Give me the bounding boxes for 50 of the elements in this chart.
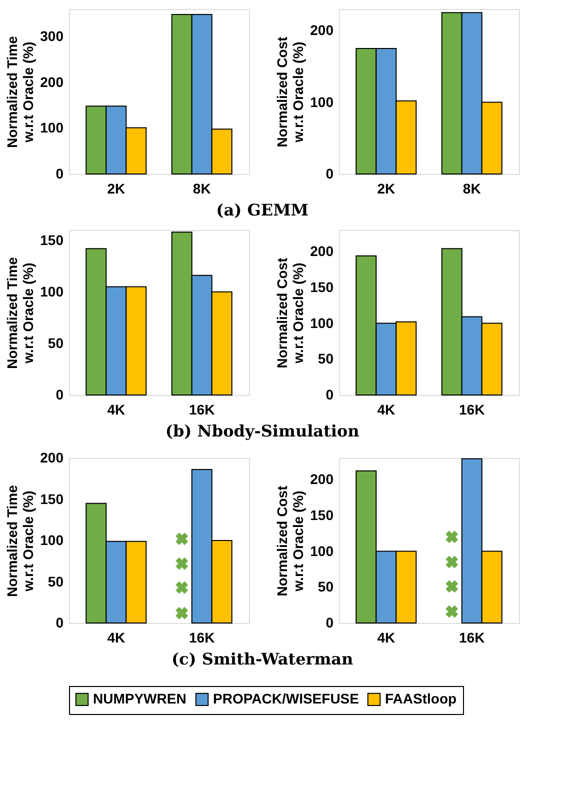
y-tick-label: 50 xyxy=(48,334,64,351)
y-tick-label: 0 xyxy=(56,386,64,402)
legend-label: PROPACK/WISEFUSE xyxy=(213,690,359,706)
y-tick-label: 0 xyxy=(326,166,334,182)
y-tick-label: 200 xyxy=(310,22,334,38)
y-tick-label: 100 xyxy=(310,94,334,110)
y-tick-label: 100 xyxy=(310,314,334,331)
y-tick-label: 100 xyxy=(40,120,64,136)
x-tick-label: 8K xyxy=(192,180,211,196)
y-tick-label: 0 xyxy=(326,386,334,402)
y-tick-label: 0 xyxy=(56,614,64,630)
y-axis-title: Normalized Time w.r.t Oracle (%) xyxy=(4,36,36,148)
y-tick-label: 100 xyxy=(40,283,64,300)
y-tick-label: 150 xyxy=(40,232,64,248)
y-axis-title: Normalized Cost w.r.t Oracle (%) xyxy=(274,257,306,368)
legend-label: NUMPYWREN xyxy=(93,690,186,706)
y-tick-label: 300 xyxy=(40,28,64,44)
text: (b) Nbody-Simulation xyxy=(165,422,360,440)
y-tick-label: 200 xyxy=(310,243,334,260)
text: (a) GEMM xyxy=(216,200,308,220)
x-tick-label: 2K xyxy=(377,180,396,196)
y-tick-label: 150 xyxy=(40,490,64,507)
y-tick-label: 200 xyxy=(40,74,64,90)
y-tick-label: 0 xyxy=(326,614,334,630)
x-tick-label: 16K xyxy=(459,630,485,646)
x-tick-label: 16K xyxy=(189,630,215,646)
x-tick-label: 4K xyxy=(377,402,396,418)
y-axis-title: Normalized Cost w.r.t Oracle (%) xyxy=(274,485,306,596)
y-tick-label: 50 xyxy=(318,578,334,595)
y-tick-label: 150 xyxy=(310,278,334,295)
y-tick-label: 100 xyxy=(310,542,334,559)
x-tick-label: 16K xyxy=(459,402,485,418)
legend-label: FAAStloop xyxy=(385,690,457,706)
y-tick-label: 0 xyxy=(56,166,64,182)
x-tick-label: 4K xyxy=(107,630,126,646)
x-tick-label: 16K xyxy=(189,402,215,418)
y-tick-label: 150 xyxy=(310,506,334,523)
y-tick-label: 100 xyxy=(40,532,64,548)
y-axis-title: Normalized Time w.r.t Oracle (%) xyxy=(4,484,36,597)
x-tick-label: 2K xyxy=(107,180,126,196)
x-tick-label: 4K xyxy=(107,402,126,418)
y-tick-label: 200 xyxy=(40,450,64,466)
y-tick-label: 50 xyxy=(48,573,64,590)
x-tick-label: 4K xyxy=(377,630,396,646)
y-tick-label: 200 xyxy=(310,471,334,488)
y-axis-title: Normalized Time w.r.t Oracle (%) xyxy=(4,256,36,369)
y-axis-title: Normalized Cost w.r.t Oracle (%) xyxy=(274,36,306,148)
text: (c) Smith-Waterman xyxy=(171,650,354,668)
x-tick-label: 8K xyxy=(462,180,481,196)
y-tick-label: 50 xyxy=(318,350,334,367)
